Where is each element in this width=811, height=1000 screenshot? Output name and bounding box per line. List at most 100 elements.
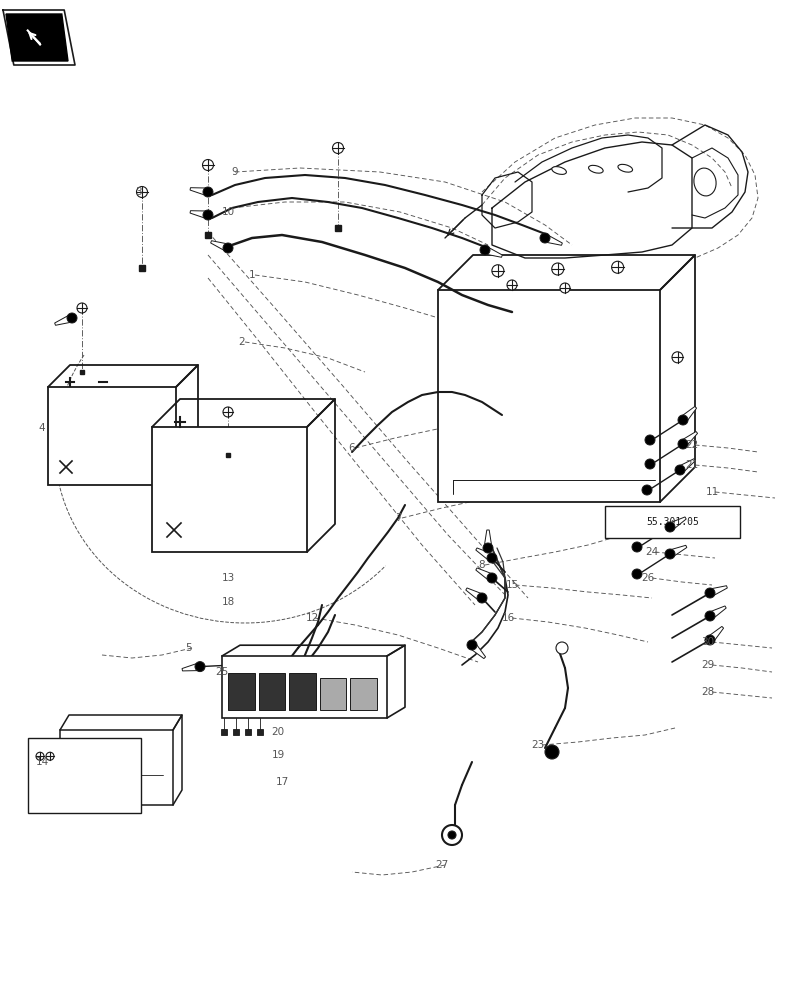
Circle shape	[223, 243, 233, 253]
Bar	[258, 673, 285, 710]
Text: 16: 16	[500, 613, 514, 623]
Text: 4: 4	[39, 423, 45, 433]
Text: 17: 17	[275, 777, 288, 787]
Polygon shape	[680, 406, 696, 423]
Circle shape	[491, 265, 504, 277]
Bar	[152, 427, 307, 552]
Text: 21: 21	[684, 460, 697, 470]
Text: 13: 13	[221, 573, 234, 583]
Ellipse shape	[693, 168, 715, 196]
Polygon shape	[54, 314, 73, 325]
Text: 20: 20	[271, 727, 284, 737]
Polygon shape	[3, 10, 75, 65]
Circle shape	[77, 303, 87, 313]
Ellipse shape	[617, 164, 632, 172]
Circle shape	[202, 159, 213, 170]
Bar	[60, 730, 173, 805]
Polygon shape	[483, 530, 491, 548]
Text: 3: 3	[135, 187, 141, 197]
Circle shape	[674, 465, 684, 475]
Polygon shape	[543, 234, 562, 245]
Text: 28: 28	[701, 687, 714, 697]
Text: 19: 19	[271, 750, 285, 760]
Text: 29: 29	[701, 660, 714, 670]
Text: 2: 2	[238, 337, 245, 347]
Circle shape	[560, 283, 569, 293]
Circle shape	[36, 752, 44, 760]
Circle shape	[631, 542, 642, 552]
Text: 27: 27	[435, 860, 448, 870]
Polygon shape	[6, 14, 68, 61]
Polygon shape	[466, 588, 483, 601]
Text: 25: 25	[215, 667, 229, 677]
Text: 1: 1	[248, 270, 255, 280]
Circle shape	[448, 831, 456, 839]
Circle shape	[203, 210, 212, 220]
Circle shape	[664, 549, 674, 559]
Circle shape	[483, 543, 492, 553]
Circle shape	[223, 407, 233, 417]
Text: 12: 12	[305, 613, 318, 623]
Circle shape	[506, 280, 517, 290]
Circle shape	[704, 635, 714, 645]
Polygon shape	[708, 586, 727, 597]
Circle shape	[677, 415, 687, 425]
Circle shape	[704, 611, 714, 621]
Polygon shape	[475, 568, 493, 581]
Text: 22: 22	[684, 440, 697, 450]
Text: 15: 15	[504, 580, 518, 590]
Polygon shape	[190, 188, 208, 196]
Circle shape	[539, 233, 549, 243]
Circle shape	[195, 662, 204, 672]
Circle shape	[466, 640, 476, 650]
Circle shape	[441, 825, 461, 845]
Circle shape	[644, 459, 654, 469]
Circle shape	[704, 588, 714, 598]
Polygon shape	[182, 663, 200, 671]
Circle shape	[672, 352, 682, 363]
Ellipse shape	[551, 167, 566, 174]
Text: 9: 9	[231, 167, 238, 177]
Circle shape	[67, 313, 77, 323]
Bar	[221, 656, 387, 718]
Circle shape	[556, 642, 568, 654]
Text: 7: 7	[394, 513, 401, 523]
Bar	[320, 678, 346, 710]
Bar	[350, 678, 376, 710]
Text: 6: 6	[348, 443, 355, 453]
Polygon shape	[707, 606, 725, 619]
Circle shape	[677, 439, 687, 449]
Text: 55.301.05: 55.301.05	[646, 517, 698, 527]
Text: 26: 26	[641, 573, 654, 583]
Polygon shape	[190, 211, 208, 219]
Polygon shape	[667, 545, 686, 558]
Circle shape	[487, 573, 496, 583]
Circle shape	[479, 245, 489, 255]
Circle shape	[631, 569, 642, 579]
Bar	[228, 673, 255, 710]
Text: 23: 23	[530, 740, 544, 750]
Text: 18: 18	[221, 597, 234, 607]
Circle shape	[551, 263, 563, 275]
Circle shape	[611, 261, 623, 273]
Bar	[48, 387, 176, 485]
Text: 30: 30	[701, 637, 714, 647]
Circle shape	[476, 593, 487, 603]
Circle shape	[642, 485, 651, 495]
Circle shape	[664, 522, 674, 532]
Text: 8: 8	[478, 560, 485, 570]
Circle shape	[332, 142, 343, 153]
Circle shape	[644, 435, 654, 445]
Polygon shape	[475, 548, 493, 561]
Polygon shape	[667, 517, 685, 530]
Bar	[28, 738, 141, 813]
Text: 14: 14	[36, 757, 49, 767]
Bar	[437, 290, 659, 502]
Circle shape	[203, 187, 212, 197]
Bar	[289, 673, 315, 710]
Polygon shape	[706, 626, 723, 643]
Polygon shape	[680, 432, 697, 447]
Polygon shape	[483, 246, 502, 257]
Bar	[604, 506, 739, 538]
Circle shape	[544, 745, 558, 759]
